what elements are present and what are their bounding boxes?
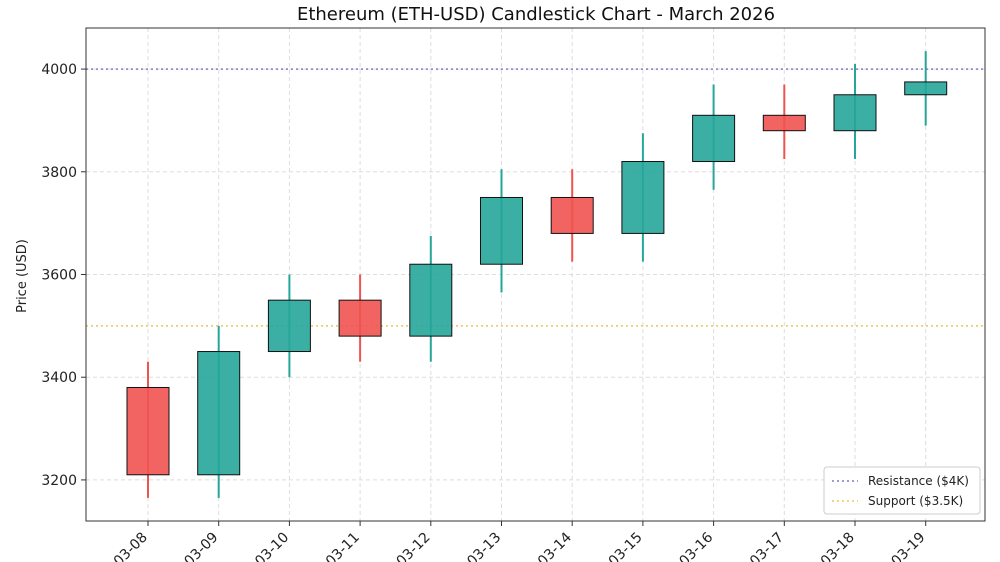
x-tick-label: 03-16 [676,529,716,562]
x-tick-label: 03-13 [464,530,504,562]
candle-body [267,299,311,353]
candle-body [338,299,382,337]
candle-body [762,114,806,132]
y-tick-label: 3400 [41,370,77,386]
legend-box [823,466,981,515]
y-tick-label: 3200 [41,473,77,489]
candle-body [621,161,665,234]
y-axis-label: Price (USD) [15,239,30,313]
y-tick-label: 3800 [41,165,77,181]
candle-body [126,386,170,476]
x-tick-label: 03-08 [111,530,151,562]
x-tick-label: 03-14 [535,529,575,562]
candle-body [692,114,736,163]
x-axis-ticks: 03-08 03-09 03-10 03-11 03-12 03-13 03-14 03-15… [111,521,929,562]
y-tick-label: 4000 [41,62,77,78]
x-tick-label: 03-09 [181,530,221,562]
candle-body [197,351,241,476]
x-tick-label: 03-19 [888,530,928,562]
candle-body [833,94,877,132]
candle-body [409,263,453,337]
candles [126,51,948,498]
y-axis-ticks: 3200 3400 3600 3800 4000 [41,62,86,489]
chart-title: Ethereum (ETH-USD) Candlestick Chart - M… [297,4,775,25]
x-tick-label: 03-11 [323,530,363,562]
x-tick-label: 03-18 [818,530,858,562]
x-tick-label: 03-10 [252,530,292,562]
legend-support-label: Support ($3.5K) [868,494,963,508]
legend: Resistance ($4K) Support ($3.5K) [823,466,981,515]
y-tick-label: 3600 [41,268,77,284]
legend-resistance-label: Resistance ($4K) [868,474,969,488]
candle-body [550,196,594,234]
x-tick-label: 03-15 [606,530,646,562]
candle-body [480,196,523,265]
candle-body [904,81,948,96]
x-tick-label: 03-12 [394,530,434,562]
x-tick-label: 03-17 [747,530,787,562]
